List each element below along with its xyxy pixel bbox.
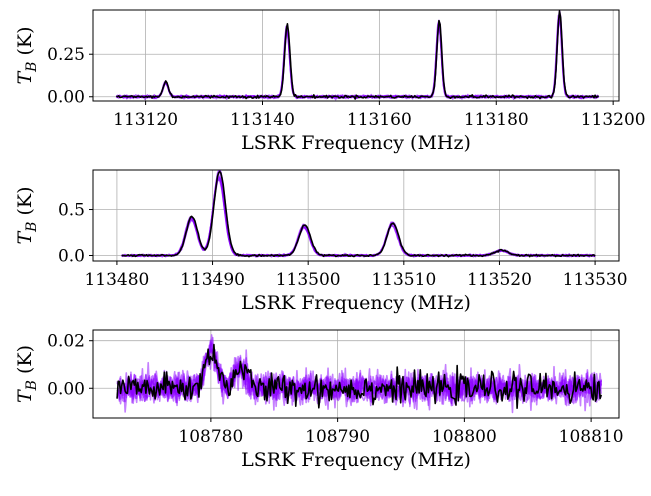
data-spectrum-line bbox=[116, 343, 603, 410]
panel-1: 113120 113140 113160 113180 113200 0.00 0.25 LS… bbox=[14, 9, 646, 154]
y-tick-label: 0.5 bbox=[58, 201, 85, 221]
data-spectrum-line bbox=[115, 10, 600, 100]
x-tick-label: 113120 bbox=[113, 110, 178, 130]
x-axis-title: LSRK Frequency (MHz) bbox=[241, 292, 471, 314]
y-axis-title: TB (K) bbox=[14, 345, 40, 403]
x-tick-label: 113140 bbox=[230, 110, 295, 130]
y-tick-label: 0.00 bbox=[47, 88, 85, 108]
x-tick-label: 113510 bbox=[371, 270, 436, 290]
x-tick-label: 113500 bbox=[276, 270, 341, 290]
axes-frame bbox=[92, 329, 620, 419]
axes-frame bbox=[92, 169, 620, 262]
x-axis-title: LSRK Frequency (MHz) bbox=[241, 449, 471, 471]
y-tick-label: 0.02 bbox=[47, 332, 85, 352]
plot-area bbox=[115, 10, 600, 101]
x-tick-label: 113480 bbox=[84, 270, 149, 290]
plot-area bbox=[116, 334, 603, 414]
y-tick-label: 0.00 bbox=[47, 379, 85, 399]
y-tick-label: 0.25 bbox=[47, 45, 85, 65]
panel-2: 113480 113490 113500 113510 113520 113530 0.0 0… bbox=[14, 169, 628, 314]
data-spectrum-line bbox=[121, 170, 596, 258]
x-tick-label: 113200 bbox=[581, 110, 646, 130]
x-tick-label: 108810 bbox=[559, 427, 624, 447]
x-tick-label: 108780 bbox=[178, 427, 243, 447]
x-tick-label: 113180 bbox=[464, 110, 529, 130]
y-axis-title: TB (K) bbox=[14, 26, 40, 84]
x-axis-title: LSRK Frequency (MHz) bbox=[241, 132, 471, 154]
x-tick-label: 113530 bbox=[563, 270, 628, 290]
x-tick-label: 108790 bbox=[305, 427, 370, 447]
plot-area bbox=[121, 170, 596, 258]
x-tick-label: 113520 bbox=[467, 270, 532, 290]
x-tick-label: 108800 bbox=[432, 427, 497, 447]
panel-3: 108780 108790 108800 108810 0.00 0.02 LSRK Fre… bbox=[14, 329, 624, 471]
y-axis-title: TB (K) bbox=[14, 186, 40, 244]
axes-frame bbox=[92, 9, 620, 102]
y-tick-label: 0.0 bbox=[58, 246, 85, 266]
x-tick-label: 113490 bbox=[180, 270, 245, 290]
x-tick-label: 113160 bbox=[347, 110, 412, 130]
